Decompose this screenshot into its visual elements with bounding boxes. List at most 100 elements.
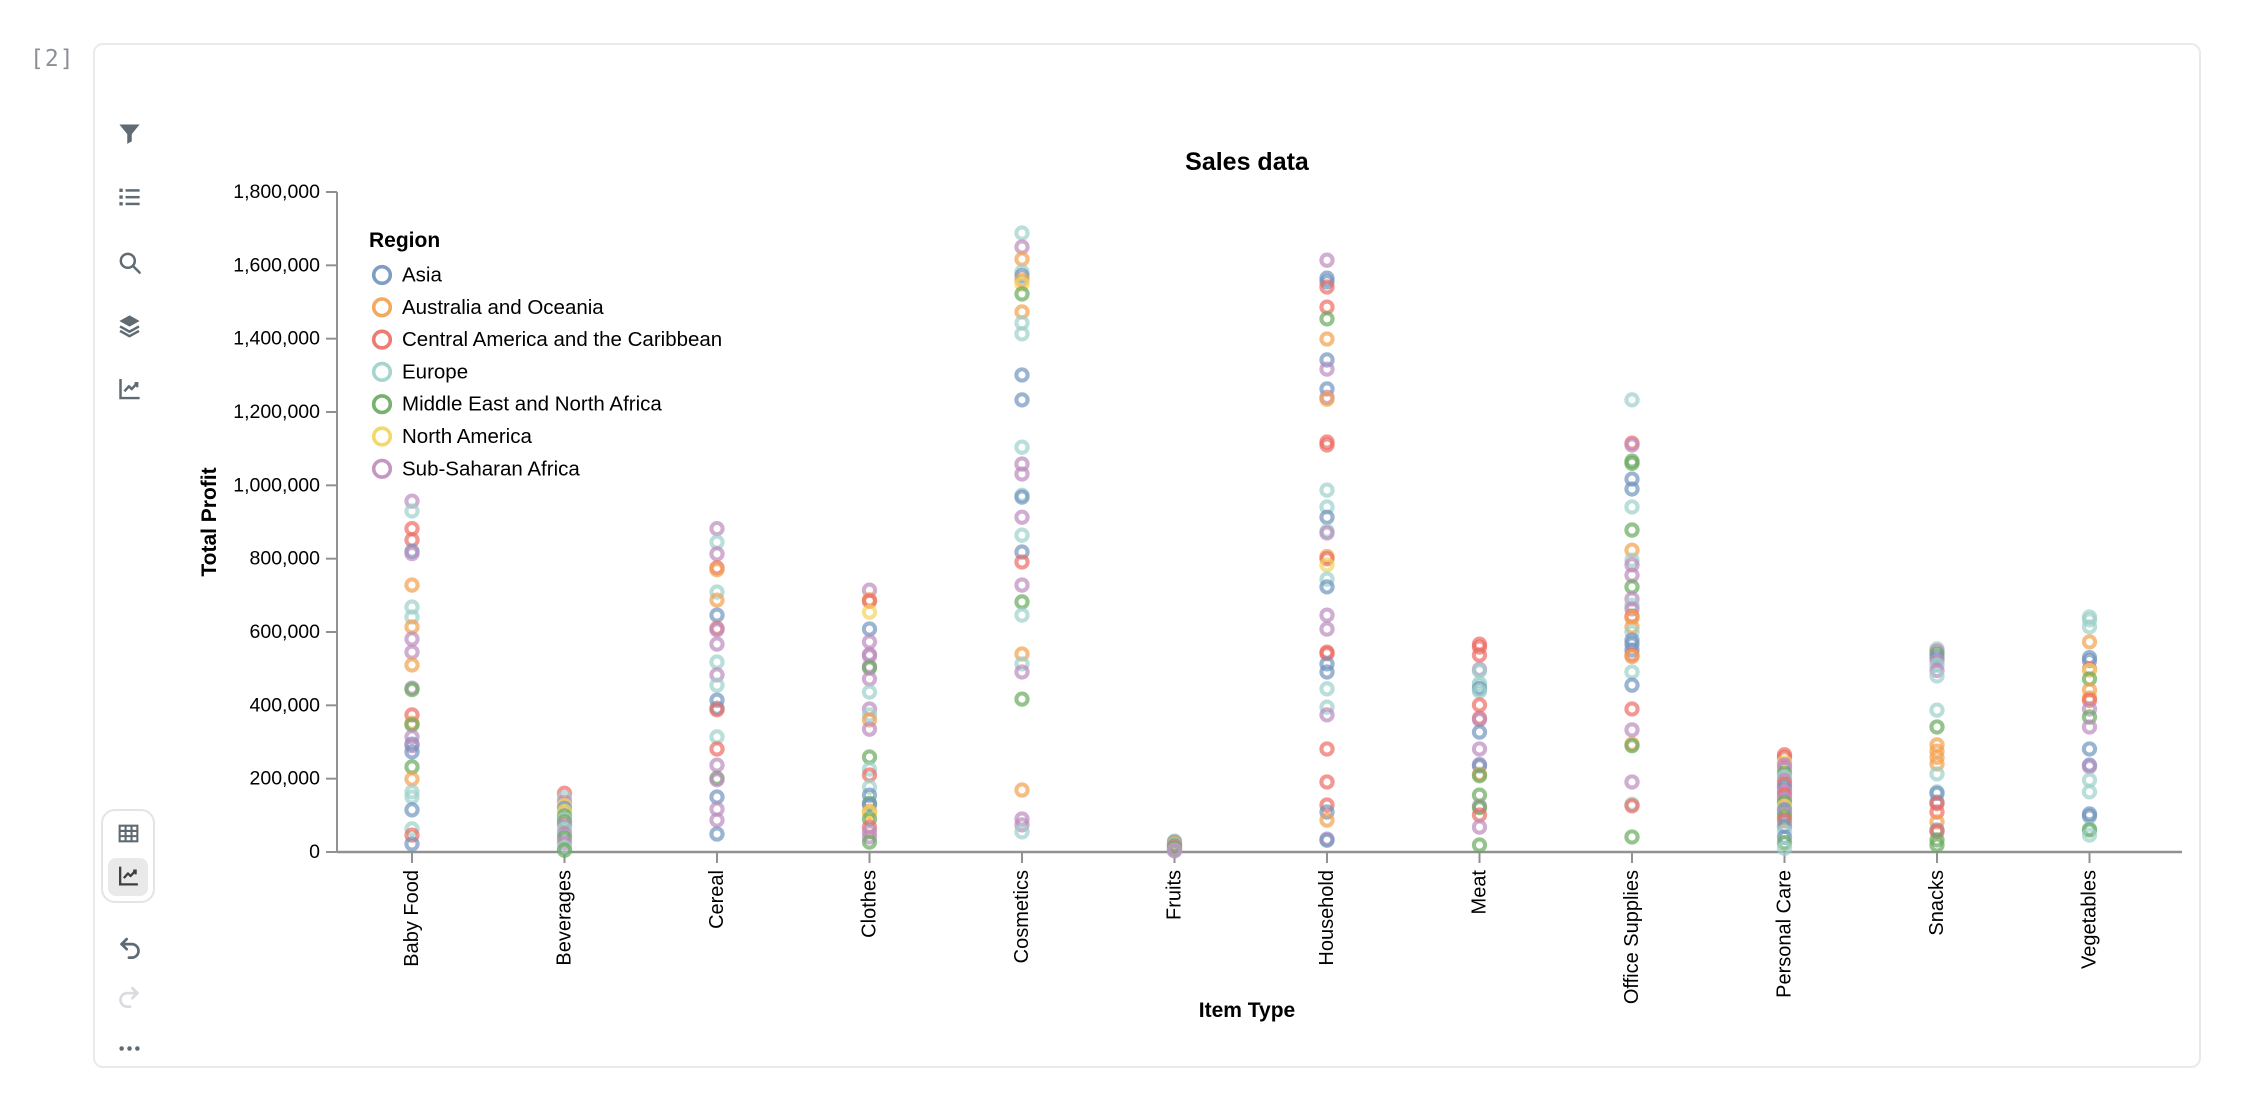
data-point[interactable] xyxy=(1014,817,1030,833)
field-list-button[interactable] xyxy=(111,180,147,216)
data-point[interactable] xyxy=(1014,691,1030,707)
data-point[interactable] xyxy=(861,761,878,777)
data-point[interactable] xyxy=(1319,797,1335,813)
data-point[interactable] xyxy=(1929,823,1945,840)
data-point[interactable] xyxy=(1624,567,1640,583)
data-point[interactable] xyxy=(1014,466,1030,482)
data-point[interactable] xyxy=(1319,252,1335,268)
data-point[interactable] xyxy=(709,741,725,757)
data-point[interactable] xyxy=(861,721,878,737)
data-point[interactable] xyxy=(861,797,878,813)
data-point[interactable] xyxy=(709,729,725,745)
data-point[interactable] xyxy=(1624,392,1640,408)
data-point[interactable] xyxy=(709,534,725,550)
data-point[interactable] xyxy=(1319,579,1335,595)
data-point[interactable] xyxy=(1014,554,1030,570)
data-point[interactable] xyxy=(1929,795,1945,812)
data-point[interactable] xyxy=(1014,239,1030,255)
data-point[interactable] xyxy=(1319,279,1335,295)
data-point[interactable] xyxy=(1319,621,1335,637)
data-point[interactable] xyxy=(2081,701,2098,717)
data-point[interactable] xyxy=(1319,437,1335,453)
data-point[interactable] xyxy=(1624,437,1640,453)
data-point[interactable] xyxy=(2081,692,2098,708)
data-point[interactable] xyxy=(1319,331,1335,347)
data-point[interactable] xyxy=(1319,774,1335,790)
data-point[interactable] xyxy=(1319,741,1335,757)
data-point[interactable] xyxy=(404,802,420,818)
data-point[interactable] xyxy=(404,681,420,698)
data-point[interactable] xyxy=(709,592,725,608)
data-point[interactable] xyxy=(1471,724,1488,740)
data-point[interactable] xyxy=(404,821,420,837)
data-point[interactable] xyxy=(1319,832,1335,848)
data-point[interactable] xyxy=(1624,601,1640,617)
data-point[interactable] xyxy=(709,636,725,652)
data-point[interactable] xyxy=(404,545,420,562)
data-point[interactable] xyxy=(1014,656,1030,672)
data-point[interactable] xyxy=(404,827,420,843)
data-point[interactable] xyxy=(861,671,878,687)
data-point[interactable] xyxy=(709,584,725,600)
data-point[interactable] xyxy=(1319,607,1335,623)
data-point[interactable] xyxy=(709,757,725,773)
data-point[interactable] xyxy=(556,842,573,858)
data-point[interactable] xyxy=(1319,551,1335,567)
data-point[interactable] xyxy=(404,619,420,635)
data-point[interactable] xyxy=(1471,639,1488,655)
data-point[interactable] xyxy=(1014,439,1030,455)
data-point[interactable] xyxy=(709,607,725,623)
data-point[interactable] xyxy=(1929,668,1945,684)
data-point[interactable] xyxy=(1929,719,1945,735)
data-point[interactable] xyxy=(1624,522,1640,538)
data-point[interactable] xyxy=(1319,664,1335,680)
data-point[interactable] xyxy=(404,631,420,647)
data-point[interactable] xyxy=(1471,768,1488,784)
data-point[interactable] xyxy=(1319,557,1335,573)
data-point[interactable] xyxy=(861,779,878,795)
data-point[interactable] xyxy=(1319,361,1335,377)
data-point[interactable] xyxy=(1014,509,1030,525)
data-point[interactable] xyxy=(1319,391,1335,407)
data-point[interactable] xyxy=(1014,824,1030,840)
data-point[interactable] xyxy=(1624,481,1640,497)
data-point[interactable] xyxy=(1014,527,1030,543)
data-point[interactable] xyxy=(404,738,420,754)
data-point[interactable] xyxy=(709,702,725,718)
data-point[interactable] xyxy=(1624,499,1640,515)
data-point[interactable] xyxy=(1471,819,1488,835)
data-point[interactable] xyxy=(2081,612,2098,628)
data-point[interactable] xyxy=(2081,784,2098,800)
data-point[interactable] xyxy=(1319,525,1335,541)
data-point[interactable] xyxy=(2081,634,2098,650)
table-view-button[interactable] xyxy=(108,816,148,854)
data-point[interactable] xyxy=(1014,367,1030,383)
data-point[interactable] xyxy=(1471,799,1488,816)
data-point[interactable] xyxy=(1319,509,1335,525)
data-point[interactable] xyxy=(709,622,725,638)
data-point[interactable] xyxy=(1014,664,1030,680)
data-point[interactable] xyxy=(1471,663,1488,679)
data-point[interactable] xyxy=(1319,681,1335,697)
data-point[interactable] xyxy=(861,749,878,765)
data-point[interactable] xyxy=(2081,772,2098,788)
data-point[interactable] xyxy=(1319,656,1335,672)
undo-button[interactable] xyxy=(111,931,147,967)
data-point[interactable] xyxy=(709,812,725,828)
data-point[interactable] xyxy=(1624,664,1640,680)
filter-button[interactable] xyxy=(111,117,147,153)
data-point[interactable] xyxy=(709,677,725,693)
data-point[interactable] xyxy=(2081,758,2098,775)
data-point[interactable] xyxy=(2081,741,2098,757)
layers-button[interactable] xyxy=(111,309,147,345)
data-point[interactable] xyxy=(1929,837,1945,853)
data-point[interactable] xyxy=(404,657,420,673)
data-point[interactable] xyxy=(709,772,725,788)
data-point[interactable] xyxy=(1471,697,1488,713)
data-point[interactable] xyxy=(2081,719,2098,735)
data-point[interactable] xyxy=(404,836,420,852)
data-point[interactable] xyxy=(1014,251,1030,267)
data-point[interactable] xyxy=(709,520,725,537)
data-point[interactable] xyxy=(1624,798,1640,814)
data-point[interactable] xyxy=(1929,702,1945,718)
